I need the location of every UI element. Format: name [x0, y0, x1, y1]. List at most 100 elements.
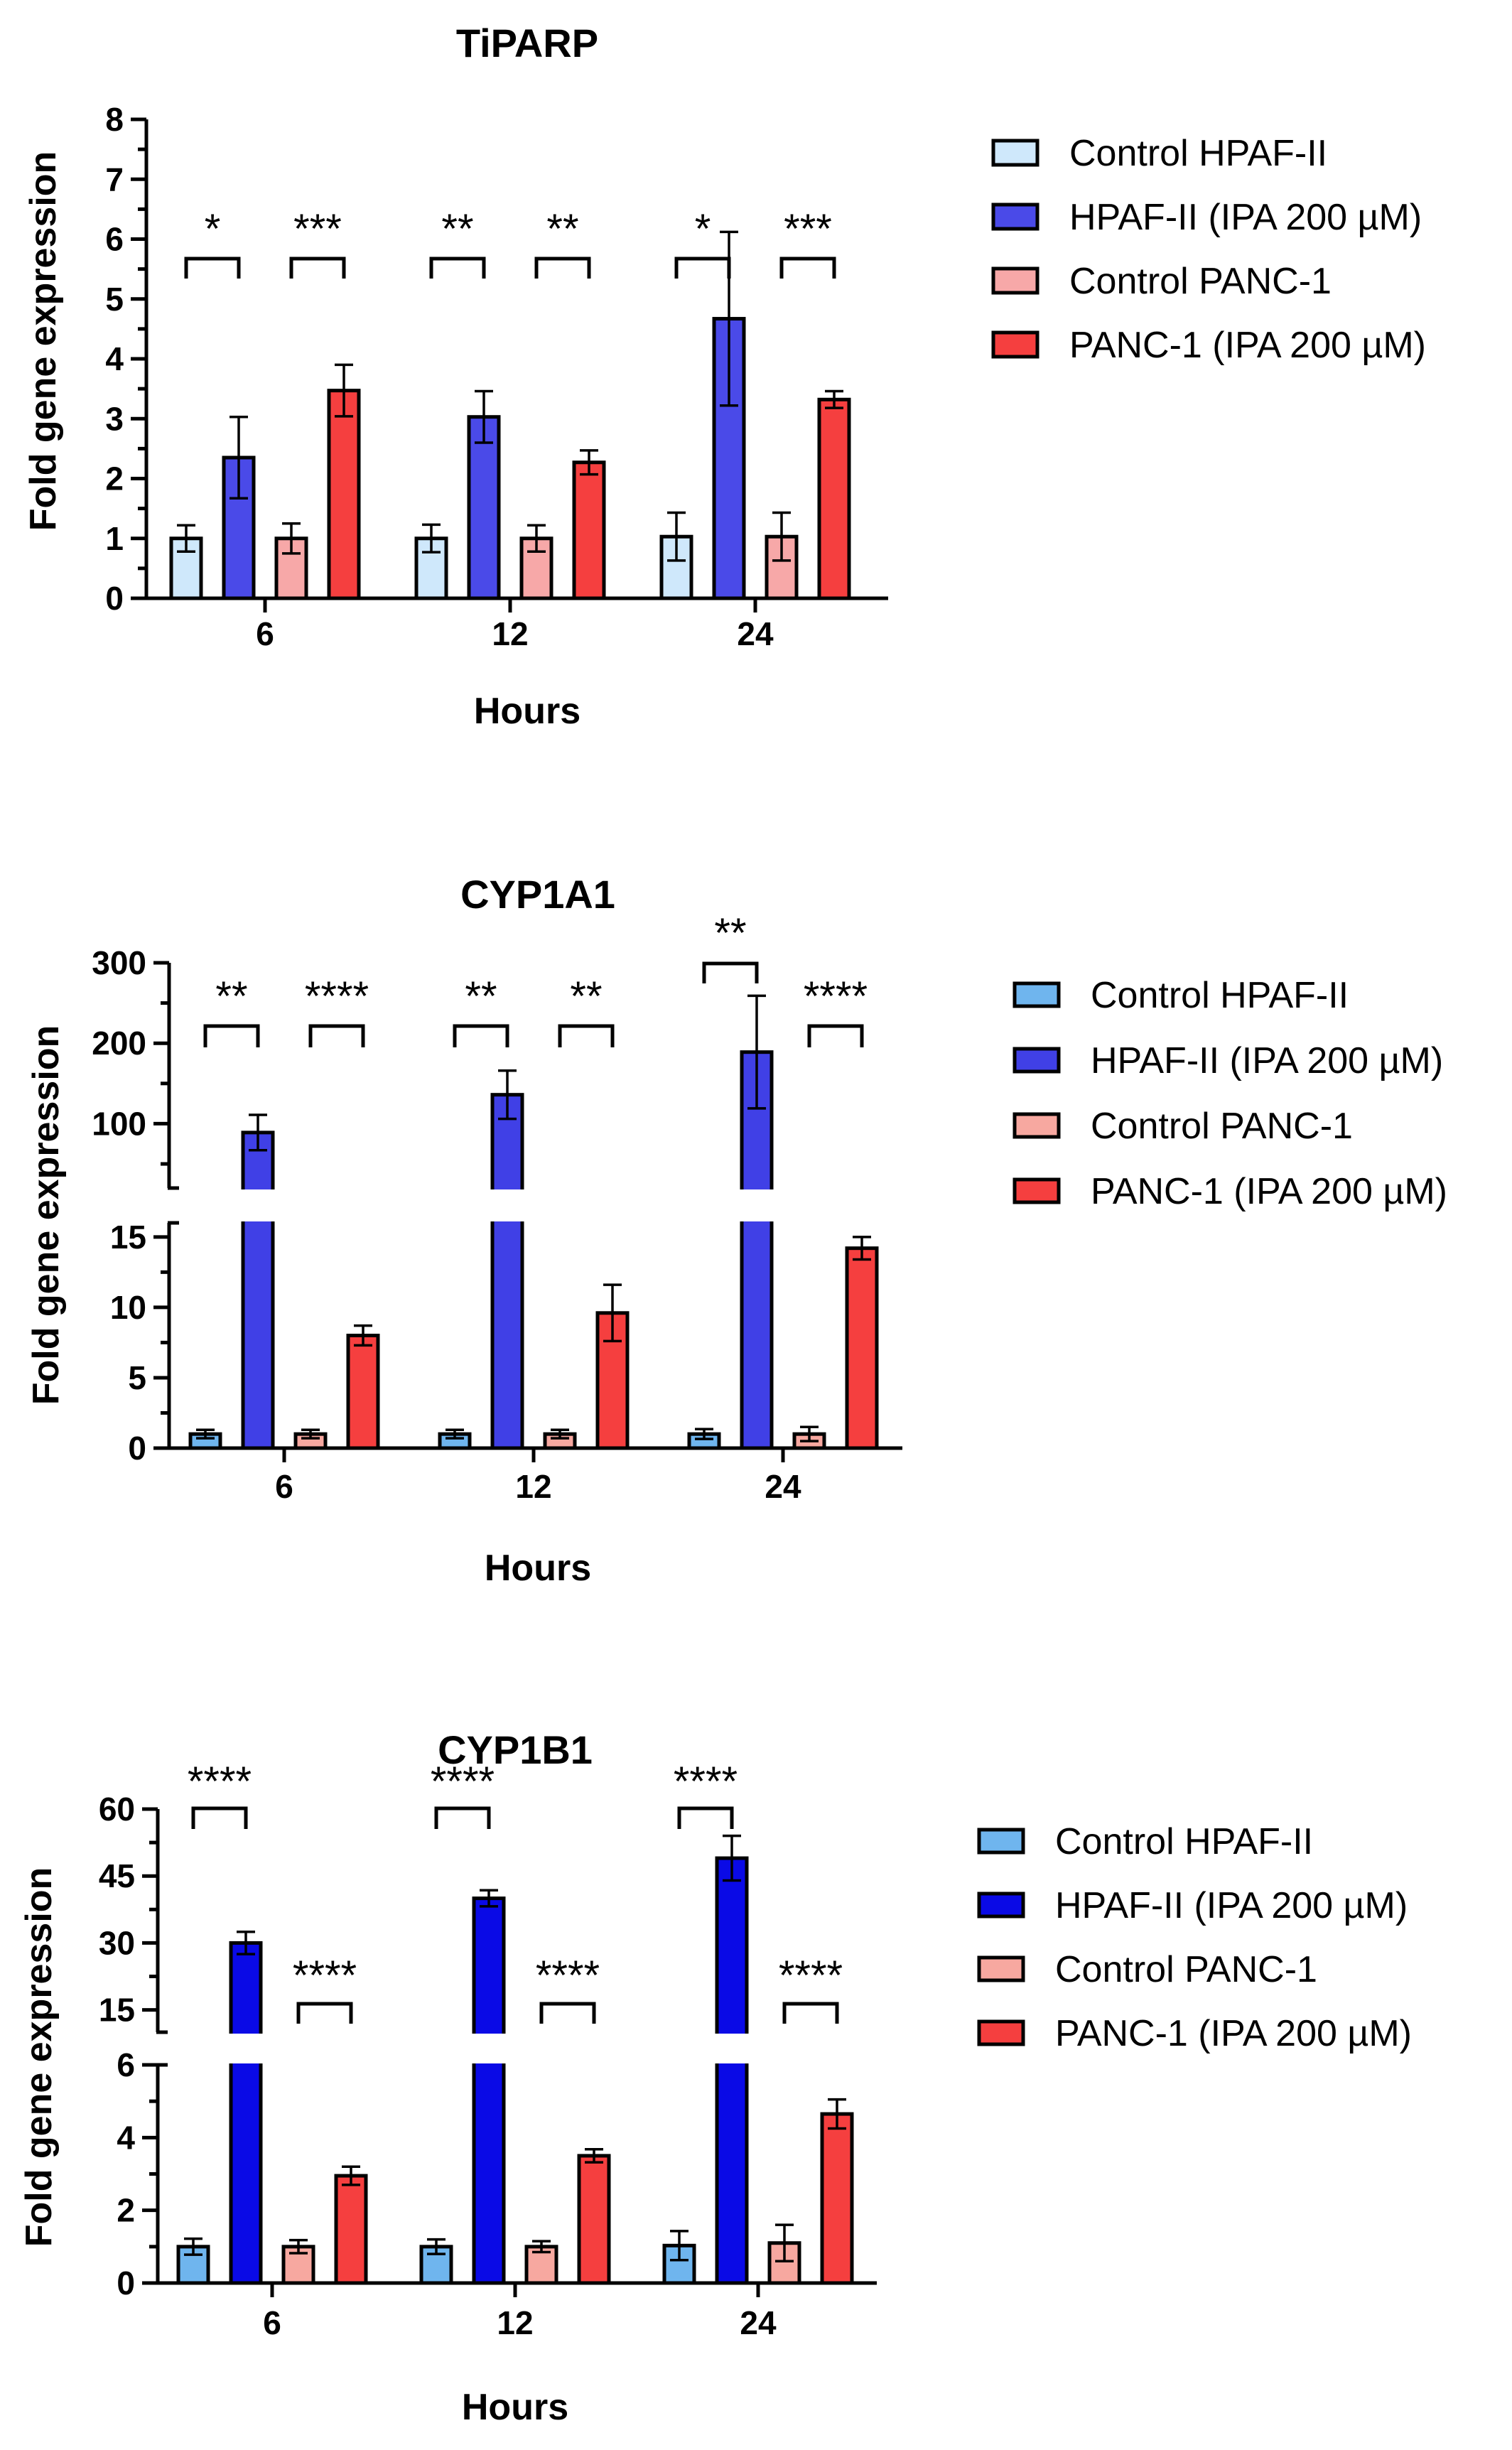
y-tick-label: 15 [99, 1992, 135, 2029]
y-tick-label: 10 [110, 1289, 146, 1326]
legend-swatch [991, 203, 1040, 231]
y-tick-label: 60 [99, 1791, 135, 1828]
bar [241, 1130, 275, 1450]
legend-label: HPAF-II (IPA 200 µM) [1069, 197, 1422, 238]
y-axis-label: Fold gene expression [18, 1867, 60, 2247]
significance-label: * [695, 206, 711, 252]
significance-bracket [539, 2002, 596, 2024]
legend-swatch [991, 139, 1040, 167]
chart-title: CYP1B1 [438, 1727, 593, 1772]
significance-bracket [434, 1806, 491, 1829]
axis-break-gap [148, 1189, 909, 1221]
y-tick-label: 5 [128, 1359, 146, 1396]
bar [346, 1334, 380, 1450]
y-tick-label: 2 [105, 460, 124, 497]
chart-cyp1a1: CYP1A1 Fold gene expression Hours 0 5 10 15… [26, 872, 1447, 1589]
significance-label: **** [674, 1759, 738, 1805]
significance-label: * [205, 206, 221, 252]
y-tick-label: 2 [117, 2192, 135, 2229]
x-tick-label: 24 [765, 1468, 801, 1505]
significance-bracket [702, 961, 759, 983]
y-tick-label: 300 [92, 944, 146, 981]
y-tick-label: 8 [105, 101, 124, 138]
legend-label: HPAF-II (IPA 200 µM) [1091, 1040, 1443, 1081]
x-tick-label: 24 [740, 2304, 777, 2341]
legend: Control HPAF-II HPAF-II (IPA 200 µM) Contr… [977, 1821, 1412, 2054]
bar [334, 2174, 368, 2285]
legend-label: Control PANC-1 [1091, 1106, 1353, 1147]
y-tick-label: 0 [128, 1430, 146, 1467]
legend-swatch [977, 2019, 1025, 2046]
significance-bracket [296, 2002, 353, 2024]
significance-bracket [308, 1024, 365, 1047]
bar [327, 389, 361, 600]
significance-label: *** [784, 206, 832, 252]
significance-bracket [674, 257, 731, 279]
significance-label: **** [188, 1759, 252, 1805]
chart-title: TiPARP [456, 21, 598, 65]
y-tick-label: 15 [110, 1219, 146, 1256]
bar [740, 1050, 774, 1450]
significance-label: ** [714, 910, 746, 956]
significance-bracket [558, 1024, 615, 1047]
legend-swatch [1012, 1047, 1061, 1074]
significance-bracket [191, 1806, 248, 1829]
significance-label: **** [431, 1759, 495, 1805]
y-tick-label: 4 [105, 340, 124, 377]
y-tick-label: 3 [105, 400, 124, 437]
bar [490, 1093, 524, 1450]
y-tick-label: 6 [117, 2046, 135, 2083]
significance-label: **** [779, 1953, 843, 1999]
bar [817, 397, 851, 600]
x-axis-label: Hours [485, 1548, 591, 1589]
chart-cyp1b1: CYP1B1 Fold gene expression Hours 024615… [18, 1727, 1412, 2428]
y-tick-label: 1 [105, 520, 124, 557]
y-tick-label: 30 [99, 1924, 135, 1961]
legend: Control HPAF-II HPAF-II (IPA 200 µM) Contr… [1012, 975, 1447, 1212]
legend-swatch [991, 266, 1040, 295]
significance-bracket [429, 257, 486, 279]
significance-bracket [289, 257, 346, 279]
significance-bracket [184, 257, 241, 279]
y-tick-label: 7 [105, 161, 124, 198]
significance-label: **** [293, 1953, 357, 1999]
legend-label: Control HPAF-II [1055, 1821, 1313, 1862]
x-axis-label: Hours [474, 691, 580, 732]
significance-label: ** [546, 206, 578, 252]
y-tick-label: 5 [105, 281, 124, 318]
significance-bracket [677, 1806, 734, 1829]
significance-bracket [807, 1024, 864, 1047]
chart-tiparp: TiPARP Fold gene expression Hours 012345… [23, 21, 1426, 732]
significance-label: ** [441, 206, 473, 252]
x-tick-label: 12 [515, 1468, 551, 1505]
x-tick-label: 12 [492, 615, 528, 652]
y-tick-label: 6 [105, 221, 124, 258]
significance-bracket [779, 257, 836, 279]
legend-label: Control PANC-1 [1069, 261, 1332, 302]
significance-label: *** [293, 206, 342, 252]
y-tick-label: 0 [117, 2265, 135, 2301]
significance-label: ** [215, 973, 247, 1020]
legend-label: Control HPAF-II [1069, 133, 1327, 174]
significance-bracket [534, 257, 591, 279]
significance-label: ** [570, 973, 602, 1020]
chart-title: CYP1A1 [460, 872, 615, 917]
y-tick-label: 200 [92, 1025, 146, 1062]
x-tick-label: 6 [263, 2304, 281, 2341]
bar [820, 2112, 854, 2285]
x-axis-label: Hours [462, 2387, 568, 2428]
bar [845, 1246, 879, 1450]
y-tick-label: 0 [105, 580, 124, 617]
legend-label: HPAF-II (IPA 200 µM) [1055, 1885, 1408, 1926]
y-tick-label: 4 [117, 2119, 135, 2156]
y-tick-label: 45 [99, 1857, 135, 1894]
legend-swatch [977, 1892, 1025, 1919]
significance-bracket [203, 1024, 260, 1047]
significance-label: **** [804, 973, 868, 1020]
bar [472, 1896, 506, 2285]
legend-swatch [1012, 1177, 1061, 1204]
significance-label: ** [465, 973, 497, 1020]
